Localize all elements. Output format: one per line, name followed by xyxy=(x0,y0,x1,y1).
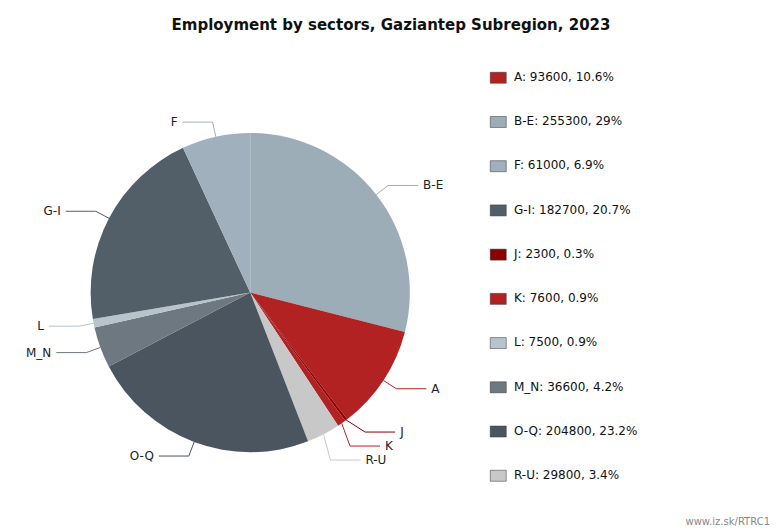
svg-text:www.iz.sk/RTRC1: www.iz.sk/RTRC1 xyxy=(686,516,771,527)
svg-text:R-U: R-U xyxy=(365,453,386,467)
svg-text:A: 93600, 10.6%: A: 93600, 10.6% xyxy=(514,70,614,84)
svg-text:J: 2300, 0.3%: J: 2300, 0.3% xyxy=(513,247,594,261)
svg-text:O-Q: 204800, 23.2%: O-Q: 204800, 23.2% xyxy=(514,424,637,438)
svg-text:F: F xyxy=(171,115,178,129)
svg-text:M_N: 36600, 4.2%: M_N: 36600, 4.2% xyxy=(514,380,623,394)
svg-text:K: 7600, 0.9%: K: 7600, 0.9% xyxy=(514,291,598,305)
svg-text:K: K xyxy=(385,439,394,453)
svg-text:L: 7500, 0.9%: L: 7500, 0.9% xyxy=(514,335,597,349)
svg-text:A: A xyxy=(431,382,440,396)
svg-text:M_N: M_N xyxy=(26,346,51,360)
svg-text:L: L xyxy=(37,319,44,333)
svg-text:Employment by sectors, Gaziant: Employment by sectors, Gaziantep Subregi… xyxy=(172,16,611,34)
svg-text:J: J xyxy=(399,425,404,439)
svg-text:B-E: B-E xyxy=(423,178,443,192)
svg-text:B-E: 255300, 29%: B-E: 255300, 29% xyxy=(514,114,622,128)
svg-text:R-U: 29800, 3.4%: R-U: 29800, 3.4% xyxy=(514,468,619,482)
svg-text:G-I: G-I xyxy=(44,204,61,218)
svg-text:G-I: 182700, 20.7%: G-I: 182700, 20.7% xyxy=(514,203,631,217)
svg-text:O-Q: O-Q xyxy=(130,449,154,463)
svg-text:F: 61000, 6.9%: F: 61000, 6.9% xyxy=(514,158,604,172)
